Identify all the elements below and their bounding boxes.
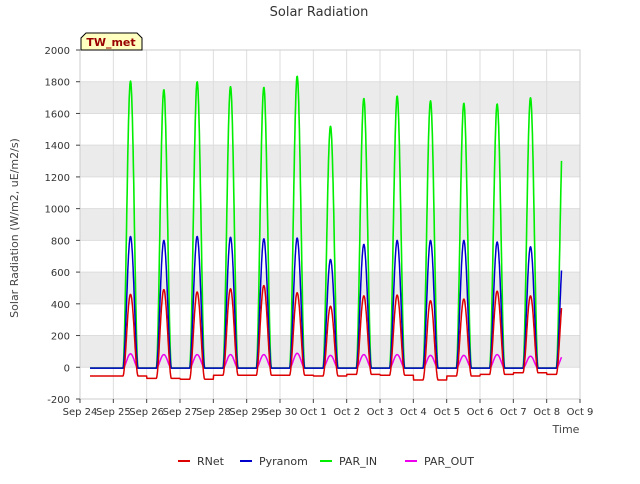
series-lines [89,75,563,381]
series-line-pyranom [89,235,563,369]
legend-label: PAR_OUT [424,455,474,468]
legend-label: RNet [197,455,225,468]
x-tick-label: Oct 3 [367,407,394,418]
y-tick-label: 1200 [45,173,70,184]
x-tick-label: Sep 27 [163,407,198,418]
x-tick-label: Oct 8 [533,407,560,418]
y-tick-label: 400 [51,300,70,311]
grid-lines [79,49,581,400]
plot-band [80,335,580,368]
badge-box [80,32,143,51]
y-tick-label: 1800 [45,78,70,89]
plot-background-bands [80,50,580,399]
y-tick-label: 2000 [45,46,70,57]
x-tick-label: Sep 30 [263,407,298,418]
legend-label: Pyranom [259,455,308,468]
x-tick-label: Sep 25 [96,407,131,418]
y-tick-label: 1000 [45,205,70,216]
y-tick-label: -200 [47,395,70,406]
station-badge: TW_met [80,32,143,51]
legend: RNet Pyranom PAR_IN PAR_OUT [178,455,474,468]
y-tick-label: 0 [64,363,70,374]
y-axis-label: Solar Radiation (W/m2, uE/m2/s) [8,138,21,318]
plot-band [80,208,580,241]
series-line-rnet [89,284,563,381]
x-tick-label: Sep 24 [63,407,98,418]
x-tick-label: Oct 4 [400,407,427,418]
y-tick-label: 800 [51,236,70,247]
plot-frame [79,49,581,400]
chart-title: Solar Radiation [270,5,369,20]
y-tick-label: 1400 [45,141,70,152]
y-tick-label: 1600 [45,109,70,120]
x-tick-label: Oct 7 [500,407,527,418]
x-tick-label: Sep 29 [229,407,264,418]
x-tick-label: Sep 28 [196,407,231,418]
plot-band [80,145,580,177]
plot-band [80,272,580,304]
plot-band [80,81,580,114]
y-tick-label: 600 [51,268,70,279]
badge-label: TW_met [86,36,135,49]
x-tick-label: Oct 9 [567,407,594,418]
x-tick-label: Oct 2 [333,407,360,418]
x-tick-label: Oct 1 [300,407,327,418]
x-tick-label: Sep 26 [129,407,164,418]
x-axis-label: Time [552,423,580,436]
legend-label: PAR_IN [339,455,377,468]
x-tick-label: Oct 5 [433,407,460,418]
x-tick-label: Oct 6 [467,407,494,418]
y-axis-ticks: -200 0 200 400 600 800 1000 1200 1400 1600 1800 200… [45,46,80,406]
y-tick-label: 200 [51,332,70,343]
